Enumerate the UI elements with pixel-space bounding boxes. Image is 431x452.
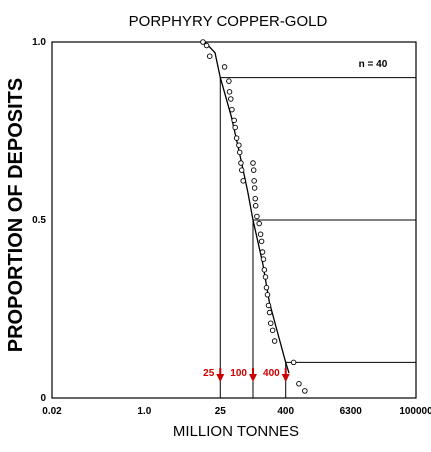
data-point: [263, 284, 270, 291]
data-point: [200, 39, 206, 45]
data-point: [258, 238, 265, 245]
data-point: [266, 309, 273, 316]
reference-lines: [219, 77, 416, 398]
data-point: [206, 53, 213, 59]
sample-size-annotation: n = 40: [359, 59, 388, 70]
data-point: [251, 178, 257, 184]
data-point: [262, 274, 269, 280]
data-points: [200, 39, 308, 394]
data-point: [203, 42, 210, 49]
x-tick-label: 25: [215, 406, 227, 417]
y-tick-label: 1.0: [32, 37, 46, 48]
x-tick-label: 1.0: [137, 406, 151, 417]
percentile-arrow: [248, 374, 257, 382]
data-point: [254, 213, 260, 220]
data-point: [290, 359, 297, 366]
percentile-markers: 25 100 400: [203, 368, 290, 382]
data-point: [231, 117, 237, 124]
data-point: [252, 195, 258, 202]
data-point: [260, 256, 267, 262]
y-tick-label: 0: [40, 393, 46, 404]
percentile-arrow: [281, 374, 290, 382]
percentile-label: 100: [230, 368, 247, 379]
y-tick-label: 0.5: [32, 215, 46, 226]
data-point: [228, 96, 234, 102]
data-point: [251, 185, 258, 191]
data-point: [259, 249, 266, 255]
data-point: [271, 338, 278, 344]
data-point: [250, 160, 256, 166]
chart-title: PORPHYRY COPPER-GOLD: [129, 13, 328, 30]
fitted-curve-group: [204, 41, 290, 374]
x-tick-label: 100000: [399, 406, 431, 417]
data-point: [236, 149, 243, 156]
x-tick-label: 0.02: [42, 406, 62, 417]
data-point: [238, 167, 245, 173]
data-point: [240, 178, 246, 184]
data-point: [264, 292, 271, 298]
data-point: [296, 381, 302, 387]
data-point: [221, 64, 228, 70]
data-point: [226, 89, 233, 95]
percentile-label: 25: [203, 368, 215, 379]
percentile-label: 400: [263, 368, 280, 379]
data-point: [257, 231, 264, 237]
x-tick-label: 400: [277, 406, 294, 417]
data-point: [302, 388, 308, 394]
data-point: [269, 327, 276, 334]
data-point: [252, 203, 259, 209]
data-point: [256, 220, 262, 227]
x-axis-label: MILLION TONNES: [173, 423, 299, 440]
y-axis-label: PROPORTION OF DEPOSITS: [5, 78, 27, 352]
data-point: [229, 106, 235, 113]
percentile-arrow: [216, 374, 225, 382]
data-point: [261, 267, 268, 273]
x-tick-labels: 0.02 1.0 25 400 6300 100000: [42, 406, 431, 417]
data-point: [226, 78, 232, 84]
data-point: [265, 302, 272, 309]
y-tick-labels: 0 0.5 1.0: [32, 37, 46, 404]
fitted-curve: [204, 41, 290, 374]
data-point: [250, 167, 257, 173]
data-point: [233, 135, 240, 141]
data-point: [238, 160, 244, 166]
data-point: [236, 142, 242, 148]
data-point: [232, 124, 238, 131]
data-point: [267, 320, 274, 326]
x-tick-label: 6300: [340, 406, 363, 417]
